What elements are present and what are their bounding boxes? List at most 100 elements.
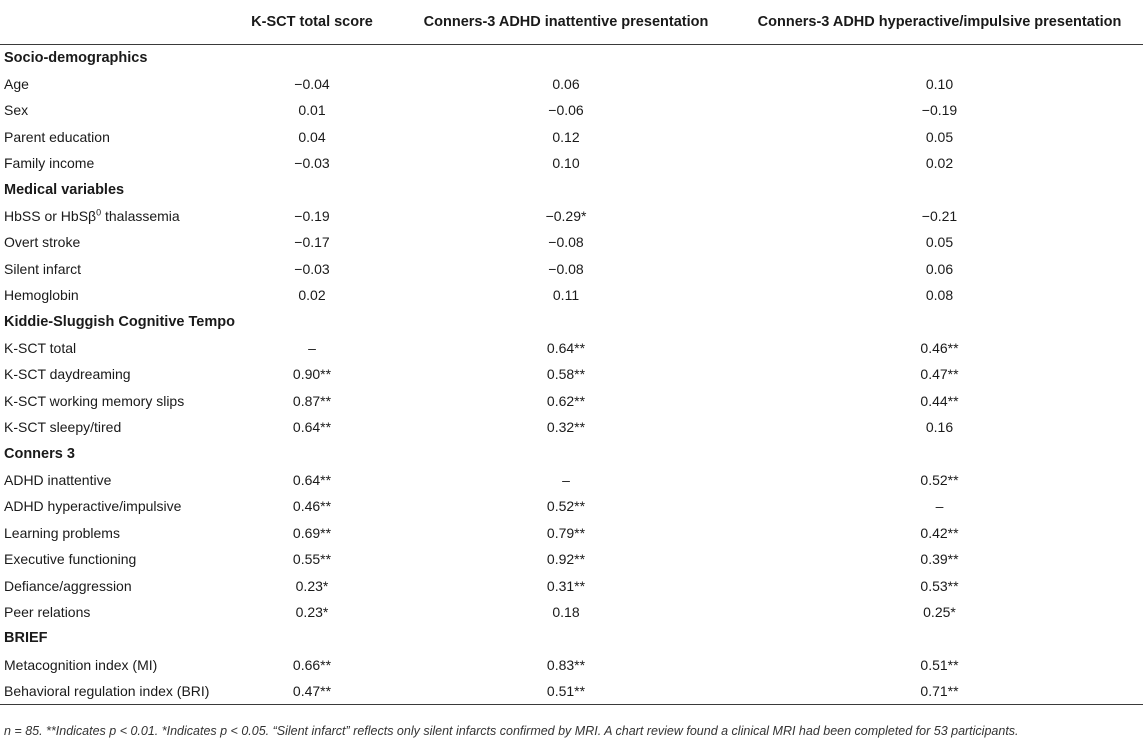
cell-ksct-total: 0.23* [295, 577, 329, 594]
table-row: K-SCT daydreaming 0.90** 0.58** 0.47** [0, 361, 1143, 387]
cell-ksct-total: 0.64** [292, 419, 332, 436]
row-label-text: Overt stroke [4, 234, 81, 251]
table-header-row: K-SCT total score Conners-3 ADHD inatten… [0, 0, 1143, 45]
correlation-table-container: K-SCT total score Conners-3 ADHD inatten… [0, 0, 1143, 705]
row-label-text: ADHD hyperactive/impulsive [4, 498, 182, 515]
cell-ksct-total: 0.23* [295, 603, 329, 620]
cell-conners-hyperactive: 0.47** [920, 366, 959, 383]
cell-ksct-total: −0.03 [294, 260, 330, 277]
cell-conners-inattentive: 0.52** [546, 498, 586, 515]
cell-ksct-total: −0.03 [294, 155, 330, 172]
table-row: K-SCT working memory slips 0.87** 0.62** 0.… [0, 388, 1143, 414]
cell-conners-inattentive: 0.12 [552, 128, 580, 145]
row-label-text: Behavioral regulation index (BRI) [4, 682, 210, 699]
row-label: Overt stroke [0, 229, 228, 255]
section-header-row: Conners 3 [0, 440, 1143, 466]
cell-ksct-total: 0.69** [292, 524, 332, 541]
table-row: Learning problems 0.69** 0.79** 0.42** [0, 520, 1143, 546]
cell-ksct-total: 0.64** [292, 471, 332, 488]
table-row: Hemoglobin 0.02 0.11 0.08 [0, 282, 1143, 308]
row-label: Silent infarct [0, 256, 228, 282]
cell-ksct-total: 0.01 [298, 102, 326, 119]
row-label-text: Defiance/aggression [4, 577, 132, 594]
cell-conners-inattentive: 0.64** [546, 339, 586, 356]
row-label-text: Family income [4, 155, 95, 172]
cell-conners-inattentive: −0.29* [545, 208, 587, 225]
row-label-text: HbSS or HbSβ [4, 208, 97, 225]
table-row: Age −0.04 0.06 0.10 [0, 71, 1143, 97]
row-label-text: Sex [4, 102, 29, 119]
cell-conners-hyperactive: 0.42** [920, 524, 959, 541]
row-label-text: K-SCT total [4, 339, 77, 356]
table-row: Overt stroke −0.17 −0.08 0.05 [0, 229, 1143, 255]
section-title: Kiddie-Sluggish Cognitive Tempo [4, 313, 235, 330]
header-conners-hyperactive: Conners-3 ADHD hyperactive/impulsive pre… [736, 0, 1143, 45]
row-label: Sex [0, 97, 228, 123]
row-label-text: Executive functioning [4, 551, 137, 568]
cell-ksct-total: 0.47** [228, 677, 396, 705]
row-label: K-SCT total [0, 335, 228, 361]
table-body: Socio-demographics Age −0.04 0.06 0.10 Sex 0.0… [0, 45, 1143, 705]
row-label-text: Metacognition index (MI) [4, 656, 158, 673]
table-row: K-SCT total – 0.64** 0.46** [0, 335, 1143, 361]
row-label-text: K-SCT daydreaming [4, 366, 131, 383]
cell-ksct-total: 0.87** [292, 392, 332, 409]
row-label: K-SCT daydreaming [0, 361, 228, 387]
row-label: Behavioral regulation index (BRI) [0, 677, 228, 705]
cell-conners-hyperactive: 0.06 [925, 260, 954, 277]
row-label-superscript: 0 [96, 207, 102, 218]
row-label: Hemoglobin [0, 282, 228, 308]
cell-conners-inattentive: 0.62** [546, 392, 586, 409]
section-title: Socio-demographics [4, 49, 148, 66]
table-row: ADHD hyperactive/impulsive 0.46** 0.52** – [0, 493, 1143, 519]
table-row: ADHD inattentive 0.64** – 0.52** [0, 467, 1143, 493]
row-label: K-SCT working memory slips [0, 388, 228, 414]
table-row: Parent education 0.04 0.12 0.05 [0, 124, 1143, 150]
row-label: HbSS or HbSβ0 thalassemia [0, 203, 228, 229]
row-label-text: K-SCT working memory slips [4, 392, 185, 409]
cell-conners-inattentive: 0.11 [552, 287, 580, 304]
table-row: Defiance/aggression 0.23* 0.31** 0.53** [0, 572, 1143, 598]
row-label-text: Hemoglobin [4, 287, 79, 304]
cell-conners-hyperactive: 0.25* [923, 603, 956, 620]
cell-conners-inattentive: 0.58** [546, 366, 586, 383]
row-label: Peer relations [0, 599, 228, 625]
table-row: K-SCT sleepy/tired 0.64** 0.32** 0.16 [0, 414, 1143, 440]
cell-conners-hyperactive: −0.19 [921, 102, 958, 119]
row-label: Metacognition index (MI) [0, 651, 228, 677]
row-label: Learning problems [0, 520, 228, 546]
cell-ksct-total: −0.04 [294, 76, 330, 93]
cell-conners-inattentive: 0.92** [546, 551, 586, 568]
row-label-suffix: thalassemia [101, 208, 180, 225]
table-row: Sex 0.01 −0.06 −0.19 [0, 97, 1143, 123]
header-conners-inattentive: Conners-3 ADHD inattentive presentation [396, 0, 736, 45]
cell-conners-hyperactive: 0.53** [920, 577, 959, 594]
row-label-text: Silent infarct [4, 260, 82, 277]
correlation-table: K-SCT total score Conners-3 ADHD inatten… [0, 0, 1143, 705]
cell-ksct-total: −0.19 [294, 208, 330, 225]
cell-conners-hyperactive: 0.02 [925, 155, 954, 172]
row-label: ADHD inattentive [0, 467, 228, 493]
cell-conners-hyperactive: 0.51** [920, 656, 959, 673]
row-label: Parent education [0, 124, 228, 150]
row-label-text: K-SCT sleepy/tired [4, 419, 122, 436]
row-label-text: ADHD inattentive [4, 471, 112, 488]
row-label: Age [0, 71, 228, 97]
section-title: BRIEF [4, 630, 48, 647]
section-header-row: Socio-demographics [0, 45, 1143, 71]
cell-conners-inattentive: −0.08 [548, 234, 584, 251]
cell-conners-hyperactive: 0.05 [925, 128, 954, 145]
cell-conners-inattentive: 0.18 [552, 603, 580, 620]
row-label: K-SCT sleepy/tired [0, 414, 228, 440]
table-row: Metacognition index (MI) 0.66** 0.83** 0.51… [0, 651, 1143, 677]
cell-conners-inattentive: – [562, 471, 570, 488]
cell-ksct-total: 0.66** [292, 656, 332, 673]
cell-conners-inattentive: 0.51** [396, 677, 736, 705]
cell-ksct-total: – [308, 339, 316, 356]
row-label: Family income [0, 150, 228, 176]
cell-conners-hyperactive: 0.52** [920, 471, 959, 488]
cell-ksct-total: 0.55** [292, 551, 332, 568]
cell-conners-inattentive: 0.32** [546, 419, 586, 436]
table-row: Family income −0.03 0.10 0.02 [0, 150, 1143, 176]
cell-ksct-total: 0.46** [292, 498, 332, 515]
